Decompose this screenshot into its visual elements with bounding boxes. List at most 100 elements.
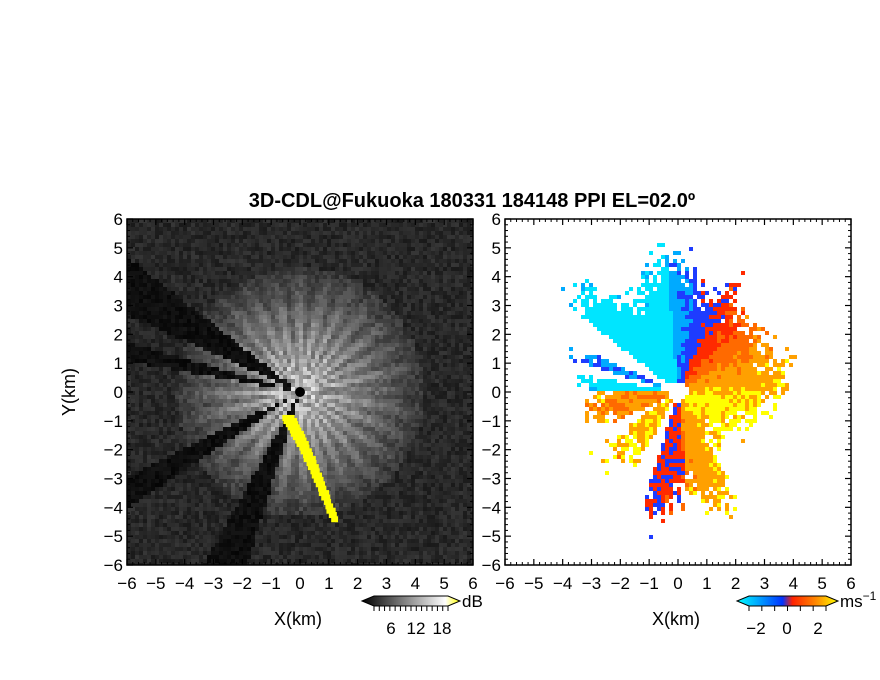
intensity-cell xyxy=(243,379,247,383)
intensity-cell xyxy=(263,367,267,371)
intensity-cell xyxy=(171,307,175,311)
intensity-cell xyxy=(339,227,343,231)
intensity-cell xyxy=(403,363,407,367)
intensity-cell xyxy=(175,395,179,399)
intensity-cell xyxy=(415,283,419,287)
intensity-cell xyxy=(135,383,139,387)
intensity-cell xyxy=(227,395,231,399)
intensity-cell xyxy=(259,267,263,271)
intensity-cell xyxy=(211,351,215,355)
intensity-cell xyxy=(287,407,291,411)
intensity-cell xyxy=(303,367,307,371)
intensity-cell xyxy=(179,387,183,391)
intensity-cell xyxy=(371,431,375,435)
intensity-cell xyxy=(235,251,239,255)
intensity-cell xyxy=(131,291,135,295)
intensity-cell xyxy=(271,383,275,387)
intensity-cell xyxy=(263,363,267,367)
intensity-cell xyxy=(139,395,143,399)
intensity-cell xyxy=(259,307,263,311)
intensity-cell xyxy=(131,399,135,403)
intensity-cell xyxy=(395,407,399,411)
intensity-cell xyxy=(203,231,207,235)
intensity-cell xyxy=(223,435,227,439)
intensity-cell xyxy=(383,255,387,259)
intensity-cell xyxy=(283,331,287,335)
intensity-cell xyxy=(179,287,183,291)
intensity-cell xyxy=(331,279,335,283)
intensity-cell xyxy=(435,275,439,279)
intensity-cell xyxy=(371,383,375,387)
intensity-cell xyxy=(139,283,143,287)
intensity-cell xyxy=(195,291,199,295)
intensity-cell xyxy=(227,247,231,251)
intensity-cell xyxy=(187,303,191,307)
intensity-cell xyxy=(459,419,463,423)
intensity-cell xyxy=(403,335,407,339)
intensity-cell xyxy=(443,383,447,387)
intensity-cell xyxy=(135,311,139,315)
intensity-cell xyxy=(323,347,327,351)
intensity-cell xyxy=(151,259,155,263)
intensity-cell xyxy=(259,319,263,323)
intensity-cell xyxy=(303,415,307,419)
intensity-cell xyxy=(315,319,319,323)
intensity-cell xyxy=(259,255,263,259)
intensity-cell xyxy=(439,255,443,259)
intensity-cell xyxy=(227,267,231,271)
intensity-cell xyxy=(235,435,239,439)
intensity-cell xyxy=(219,295,223,299)
intensity-cell xyxy=(223,415,227,419)
intensity-cell xyxy=(139,223,143,227)
intensity-cell xyxy=(239,267,243,271)
intensity-cell xyxy=(363,267,367,271)
intensity-cell xyxy=(151,219,155,223)
intensity-cell xyxy=(191,343,195,347)
intensity-cell xyxy=(359,267,363,271)
intensity-cell xyxy=(259,335,263,339)
intensity-cell xyxy=(391,411,395,415)
intensity-cell xyxy=(203,367,207,371)
intensity-cell xyxy=(455,319,459,323)
intensity-cell xyxy=(391,331,395,335)
intensity-cell xyxy=(303,363,307,367)
intensity-cell xyxy=(159,419,163,423)
intensity-cell xyxy=(343,227,347,231)
intensity-cell xyxy=(399,379,403,383)
intensity-cell xyxy=(171,391,175,395)
intensity-cell xyxy=(467,271,471,275)
intensity-cell xyxy=(459,299,463,303)
intensity-cell xyxy=(407,239,411,243)
intensity-cell xyxy=(275,443,279,447)
intensity-cell xyxy=(399,327,403,331)
intensity-cell xyxy=(415,407,419,411)
intensity-cell xyxy=(175,363,179,367)
intensity-cell xyxy=(427,351,431,355)
intensity-cell xyxy=(351,279,355,283)
intensity-cell xyxy=(367,407,371,411)
intensity-cell xyxy=(403,299,407,303)
intensity-cell xyxy=(343,355,347,359)
intensity-cell xyxy=(275,383,279,387)
intensity-cell xyxy=(431,327,435,331)
intensity-cell xyxy=(303,407,307,411)
intensity-cell xyxy=(367,435,371,439)
intensity-cell xyxy=(451,335,455,339)
intensity-cell xyxy=(211,339,215,343)
intensity-cell xyxy=(435,323,439,327)
intensity-cell xyxy=(383,307,387,311)
intensity-cell xyxy=(219,435,223,439)
intensity-cell xyxy=(167,403,171,407)
intensity-cell xyxy=(383,399,387,403)
intensity-cell xyxy=(219,219,223,223)
intensity-cell xyxy=(299,363,303,367)
intensity-cell xyxy=(439,435,443,439)
intensity-cell xyxy=(391,243,395,247)
intensity-cell xyxy=(435,307,439,311)
intensity-cell xyxy=(411,351,415,355)
intensity-cell xyxy=(439,291,443,295)
intensity-cell xyxy=(235,331,239,335)
intensity-cell xyxy=(443,443,447,447)
intensity-cell xyxy=(435,227,439,231)
intensity-cell xyxy=(255,403,259,407)
